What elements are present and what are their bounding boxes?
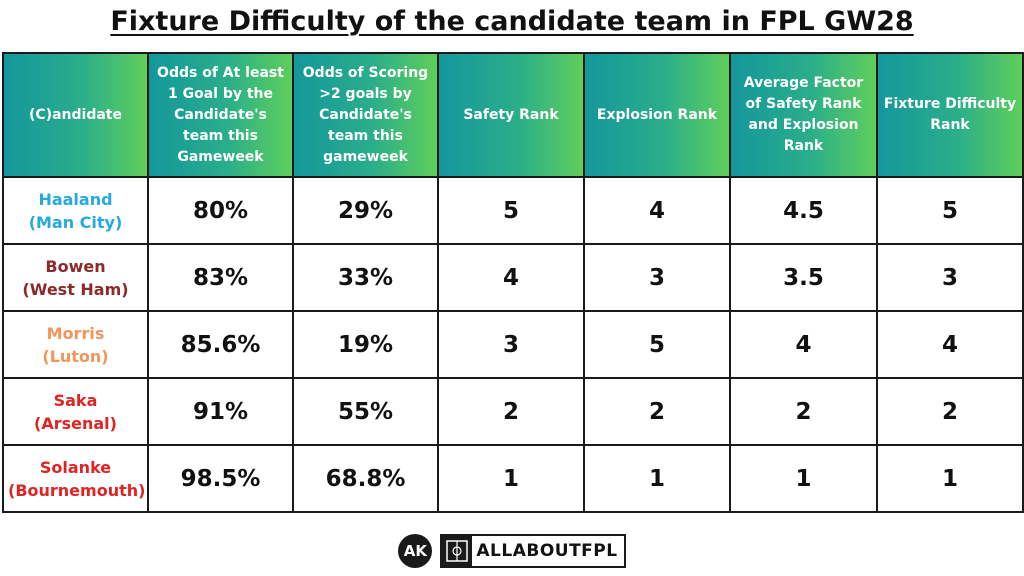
- odds-scoring-over-2-cell: 55%: [292, 377, 439, 446]
- fixture-difficulty-rank-cell: 2: [876, 377, 1024, 446]
- odds-scoring-over-2-cell: 19%: [292, 310, 439, 379]
- candidate-cell: Haaland (Man City): [2, 176, 149, 245]
- header-fixture-difficulty-rank: Fixture Difficulty Rank: [876, 52, 1024, 178]
- safety-rank-cell: 1: [437, 444, 585, 513]
- explosion-rank-cell: 1: [583, 444, 731, 513]
- average-factor-cell: 2: [729, 377, 878, 446]
- safety-rank-cell: 5: [437, 176, 585, 245]
- odds-scoring-over-2-cell: 33%: [292, 243, 439, 312]
- allaboutfpl-logo: ALLABOUTFPL: [440, 534, 626, 568]
- candidate-name: Bowen: [45, 256, 106, 276]
- odds-at-least-1-goal-cell: 98.5%: [147, 444, 294, 513]
- safety-rank-cell: 2: [437, 377, 585, 446]
- table-row: Haaland (Man City) 80% 29% 5 4 4.5 5: [2, 176, 1024, 245]
- page-title: Fixture Difficulty of the candidate team…: [110, 6, 914, 37]
- candidate-name: Solanke: [39, 457, 112, 477]
- header-safety-rank: Safety Rank: [437, 52, 585, 178]
- average-factor-cell: 1: [729, 444, 878, 513]
- average-factor-cell: 4: [729, 310, 878, 379]
- candidate-team: (Arsenal): [34, 413, 117, 433]
- candidate-name: Haaland: [38, 189, 113, 209]
- safety-rank-cell: 3: [437, 310, 585, 379]
- odds-scoring-over-2-cell: 68.8%: [292, 444, 439, 513]
- fixture-difficulty-rank-cell: 1: [876, 444, 1024, 513]
- average-factor-cell: 3.5: [729, 243, 878, 312]
- table-row: Morris (Luton) 85.6% 19% 3 5 4 4: [2, 310, 1024, 379]
- pitch-icon: [442, 536, 473, 566]
- table-row: Solanke (Bournemouth) 98.5% 68.8% 1 1 1 …: [2, 444, 1024, 513]
- candidate-name: Morris: [46, 323, 105, 343]
- fixture-difficulty-table: (C)andidate Odds of At least 1 Goal by t…: [2, 52, 1024, 513]
- header-row: (C)andidate Odds of At least 1 Goal by t…: [2, 52, 1024, 178]
- odds-scoring-over-2-cell: 29%: [292, 176, 439, 245]
- candidate-team: (West Ham): [22, 279, 129, 299]
- explosion-rank-cell: 4: [583, 176, 731, 245]
- candidate-cell: Bowen (West Ham): [2, 243, 149, 312]
- candidate-team: (Luton): [42, 346, 109, 366]
- candidate-cell: Saka (Arsenal): [2, 377, 149, 446]
- odds-at-least-1-goal-cell: 80%: [147, 176, 294, 245]
- header-average-factor: Average Factor of Safety Rank and Explos…: [729, 52, 878, 178]
- header-candidate: (C)andidate: [2, 52, 149, 178]
- average-factor-cell: 4.5: [729, 176, 878, 245]
- candidate-team: (Bournemouth): [8, 480, 146, 500]
- odds-at-least-1-goal-cell: 83%: [147, 243, 294, 312]
- explosion-rank-cell: 2: [583, 377, 731, 446]
- table-row: Saka (Arsenal) 91% 55% 2 2 2 2: [2, 377, 1024, 446]
- safety-rank-cell: 4: [437, 243, 585, 312]
- candidate-team: (Man City): [28, 212, 123, 232]
- fixture-difficulty-rank-cell: 4: [876, 310, 1024, 379]
- odds-at-least-1-goal-cell: 91%: [147, 377, 294, 446]
- header-odds-at-least-1-goal: Odds of At least 1 Goal by the Candidate…: [147, 52, 294, 178]
- candidate-cell: Morris (Luton): [2, 310, 149, 379]
- explosion-rank-cell: 5: [583, 310, 731, 379]
- fixture-difficulty-rank-cell: 3: [876, 243, 1024, 312]
- explosion-rank-cell: 3: [583, 243, 731, 312]
- brand-text: ALLABOUTFPL: [476, 541, 618, 561]
- title-wrap: Fixture Difficulty of the candidate team…: [0, 6, 1024, 37]
- odds-at-least-1-goal-cell: 85.6%: [147, 310, 294, 379]
- ak-logo: AK: [398, 534, 433, 568]
- candidate-cell: Solanke (Bournemouth): [2, 444, 149, 513]
- table-row: Bowen (West Ham) 83% 33% 4 3 3.5 3: [2, 243, 1024, 312]
- fixture-difficulty-rank-cell: 5: [876, 176, 1024, 245]
- candidate-name: Saka: [53, 390, 98, 410]
- footer: AK ALLABOUTFPL: [0, 530, 1024, 572]
- header-odds-scoring-over-2: Odds of Scoring >2 goals by Candidate's …: [292, 52, 439, 178]
- header-explosion-rank: Explosion Rank: [583, 52, 731, 178]
